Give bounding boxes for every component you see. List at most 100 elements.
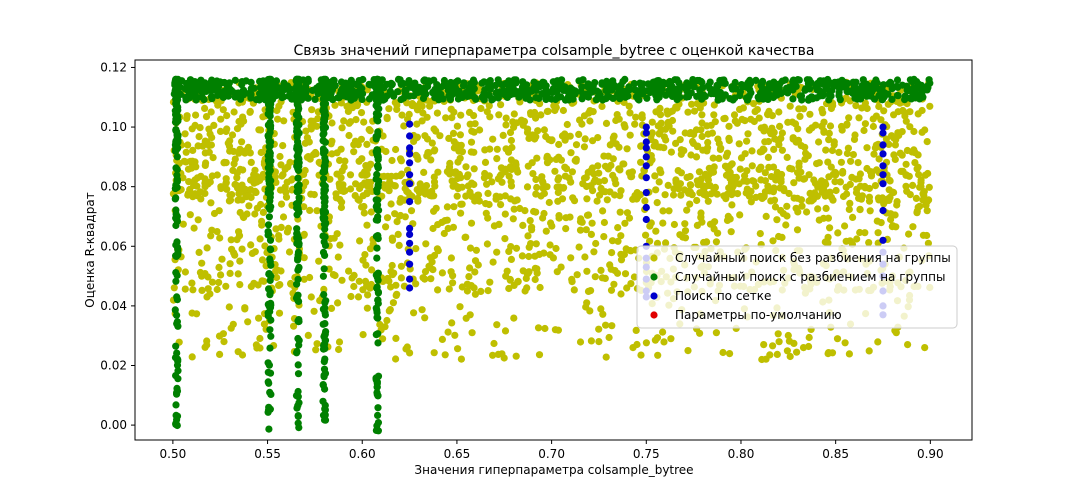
chart-title: Связь значений гиперпараметра colsample_…	[293, 43, 814, 59]
data-point	[693, 221, 702, 229]
data-point	[265, 271, 274, 279]
data-point	[852, 102, 860, 110]
data-point	[307, 122, 315, 130]
data-point	[778, 146, 787, 154]
data-point	[336, 241, 344, 249]
data-point	[320, 265, 328, 273]
data-point	[412, 245, 420, 253]
data-point	[765, 109, 773, 117]
data-point	[383, 113, 391, 121]
data-point	[783, 87, 791, 95]
data-point	[629, 344, 637, 352]
x-tick-label: 0.60	[349, 447, 376, 461]
data-point	[373, 306, 381, 314]
data-point	[865, 184, 874, 193]
data-point	[903, 146, 912, 155]
data-point	[767, 129, 775, 137]
data-point	[614, 224, 622, 232]
data-point	[293, 280, 301, 288]
data-point	[313, 84, 321, 92]
data-point	[405, 92, 413, 100]
data-point	[321, 311, 329, 319]
data-point	[406, 150, 414, 158]
data-point	[524, 125, 532, 133]
data-point	[294, 174, 302, 182]
data-point	[456, 154, 464, 162]
data-point	[722, 195, 730, 203]
data-point	[321, 385, 329, 393]
data-point	[835, 88, 843, 96]
data-point	[432, 127, 440, 135]
data-point	[510, 205, 518, 213]
data-point	[820, 118, 828, 126]
data-point	[333, 230, 341, 238]
data-point	[327, 235, 335, 243]
data-point	[517, 87, 525, 95]
data-point	[821, 190, 829, 199]
data-point	[616, 166, 624, 174]
data-point	[528, 159, 536, 167]
data-point	[699, 84, 707, 92]
data-point	[350, 148, 358, 156]
data-point	[259, 170, 267, 178]
data-point	[466, 244, 475, 252]
data-point	[448, 319, 456, 327]
data-point	[227, 236, 235, 244]
data-point	[603, 77, 611, 85]
data-point	[732, 173, 741, 181]
data-point	[406, 180, 414, 188]
data-point	[294, 318, 303, 326]
data-point	[775, 108, 783, 116]
data-point	[613, 269, 622, 277]
data-point	[856, 205, 864, 213]
data-point	[219, 330, 227, 338]
data-point	[783, 347, 792, 355]
data-point	[613, 111, 621, 119]
data-point	[709, 154, 717, 162]
data-point	[704, 138, 712, 147]
data-point	[526, 217, 534, 225]
data-point	[836, 178, 845, 186]
data-point	[406, 171, 414, 179]
data-point	[387, 200, 395, 208]
data-point	[880, 107, 888, 115]
data-point	[470, 165, 478, 173]
data-point	[294, 254, 302, 262]
data-point	[187, 90, 195, 99]
data-point	[241, 147, 249, 155]
data-point	[822, 146, 830, 154]
data-point	[246, 108, 254, 116]
data-point	[709, 220, 717, 228]
data-point	[566, 132, 574, 140]
data-point	[320, 373, 328, 381]
data-point	[321, 299, 329, 307]
data-point	[890, 111, 898, 119]
data-point	[272, 225, 280, 233]
data-point	[208, 172, 216, 180]
data-point	[254, 281, 262, 289]
data-point	[502, 121, 510, 129]
data-point	[655, 178, 663, 186]
data-point	[599, 310, 607, 318]
data-point	[495, 111, 503, 119]
data-point	[849, 78, 857, 86]
data-point	[580, 174, 589, 182]
data-point	[875, 85, 883, 94]
data-point	[870, 150, 878, 158]
data-point	[438, 218, 446, 226]
data-point	[393, 290, 401, 298]
data-point	[185, 178, 193, 186]
data-point	[863, 144, 871, 152]
data-point	[770, 145, 778, 153]
data-point	[374, 117, 382, 125]
data-point	[619, 160, 627, 168]
data-point	[468, 329, 476, 337]
data-point	[542, 86, 550, 94]
data-point	[335, 338, 344, 346]
data-point	[426, 191, 434, 200]
data-point	[223, 125, 231, 133]
data-point	[648, 118, 656, 126]
data-point	[334, 299, 342, 307]
data-point	[247, 176, 255, 184]
data-point	[681, 129, 689, 137]
